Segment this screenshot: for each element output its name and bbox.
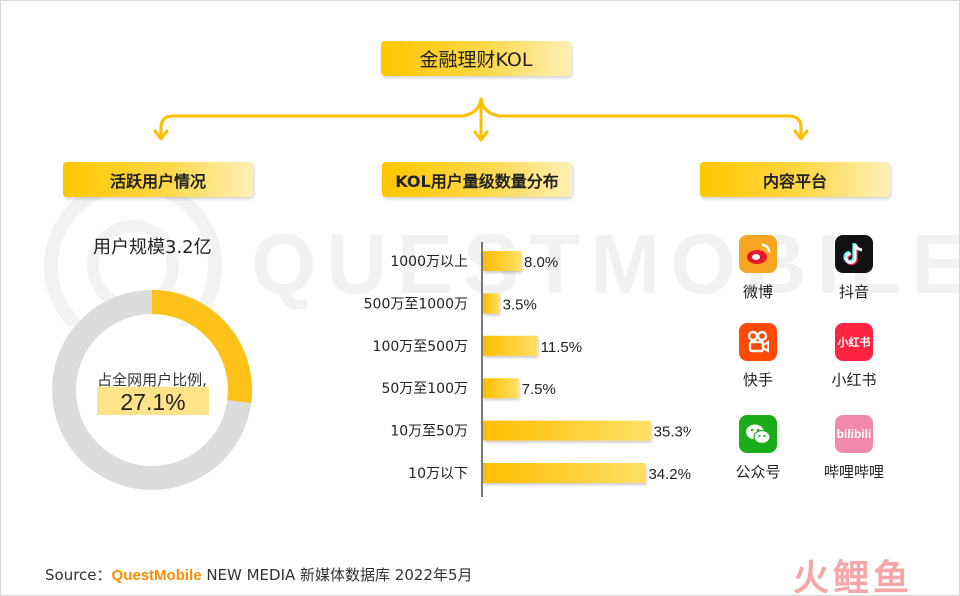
bar: [483, 335, 538, 356]
source-brand: QuestMobile: [111, 567, 202, 584]
section-active-users: 活跃用户情况: [63, 162, 253, 197]
bar-value-label: 35.3%: [654, 424, 691, 441]
bar-value-label: 34.2%: [648, 466, 691, 483]
bar-category-label: 100万至500万: [373, 339, 468, 355]
kuaishou-icon: [739, 323, 777, 361]
platform-label: 公众号: [735, 463, 781, 481]
platform-label: 小红书: [831, 371, 877, 389]
connector-lines: [153, 97, 809, 142]
bar-value-label: 3.5%: [503, 296, 537, 313]
platform-item: 小红书 小红书: [819, 323, 889, 390]
bar-category-label: 10万以下: [408, 466, 468, 482]
bar-category-label: 1000万以上: [390, 254, 468, 270]
bar: [483, 420, 651, 441]
platform-label: 抖音: [838, 283, 869, 301]
weibo-icon: [739, 235, 777, 273]
platform-label: 哔哩哔哩: [823, 463, 884, 481]
platform-item: 微博: [723, 235, 793, 302]
bar-category-label: 500万至1000万: [364, 296, 468, 312]
platform-item: 公众号: [723, 415, 793, 482]
brand-logo: 火鲤鱼: [793, 558, 914, 596]
user-share-label: 占全网用户比例,: [97, 371, 207, 389]
user-scale-label: 用户规模3.2亿: [93, 237, 212, 258]
section-platforms: 内容平台: [700, 162, 890, 197]
platform-label: 快手: [742, 371, 773, 389]
bar: [483, 293, 500, 314]
bar-value-label: 7.5%: [522, 381, 556, 398]
platform-item: bilibili 哔哩哔哩: [819, 415, 889, 482]
user-share-donut: [52, 290, 252, 490]
wechat-icon: [739, 415, 777, 453]
donut-share-arc: [151, 290, 252, 404]
bar-category-label: 50万至100万: [381, 381, 468, 397]
section-kol-distribution: KOL用户量级数量分布: [382, 162, 572, 197]
xiaohongshu-icon: 小红书: [835, 323, 873, 361]
bar-value-label: 11.5%: [541, 339, 582, 356]
kol-bar-chart: 1000万以上 8.0% 500万至1000万 3.5% 100万至500万 11.5% 5…: [364, 242, 691, 497]
source-rest: NEW MEDIA 新媒体数据库 2022年5月: [201, 566, 473, 584]
bilibili-icon: bilibili: [835, 415, 873, 453]
platform-label: 微博: [742, 283, 773, 301]
bar-category-label: 10万至50万: [390, 424, 468, 440]
page-title: 金融理财KOL: [381, 41, 571, 76]
bar: [483, 378, 519, 399]
source-prefix: Source：: [45, 566, 112, 584]
bar: [483, 463, 646, 483]
bar: [483, 251, 521, 271]
platform-item: 快手: [723, 323, 793, 390]
platform-item: 抖音: [819, 235, 889, 302]
bar-value-label: 8.0%: [524, 254, 558, 271]
user-share-value: 27.1%: [97, 387, 209, 415]
douyin-icon: [835, 235, 873, 273]
source-note: Source：QuestMobile NEW MEDIA 新媒体数据库 2022…: [45, 564, 473, 585]
